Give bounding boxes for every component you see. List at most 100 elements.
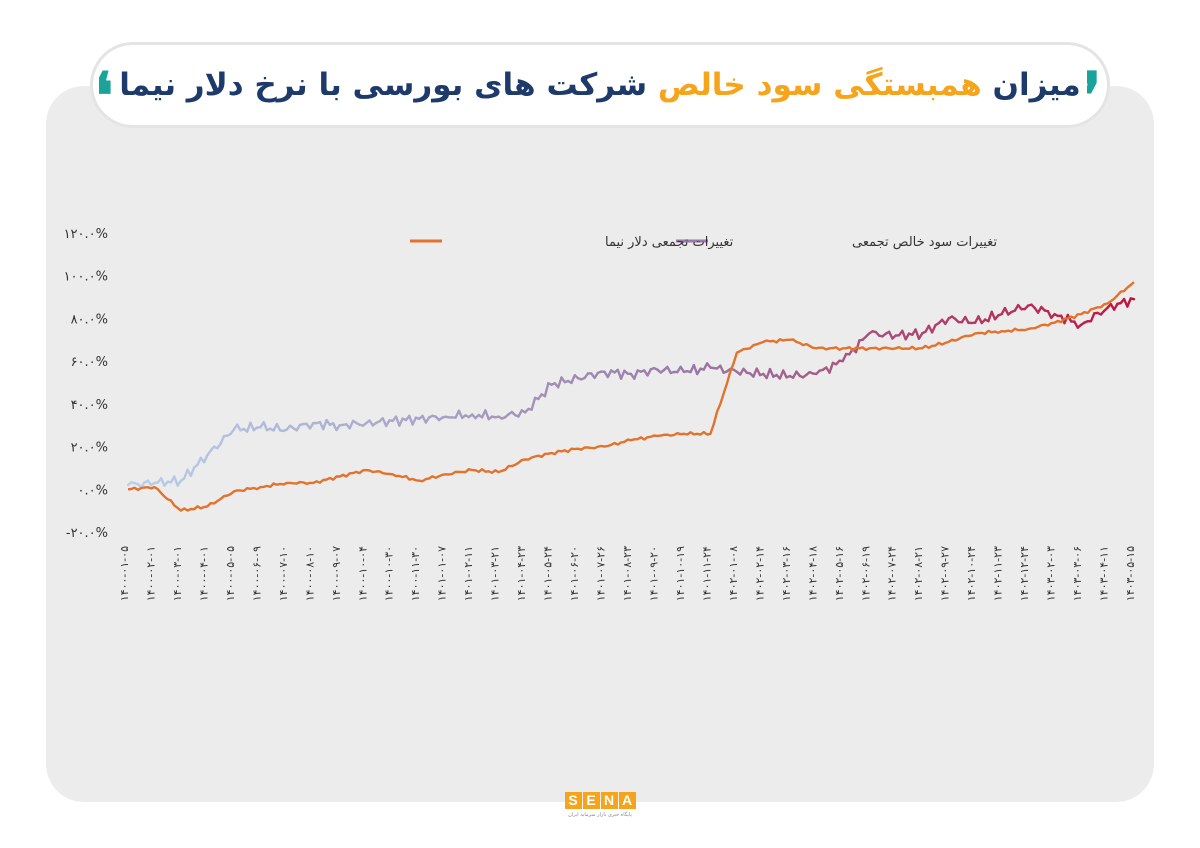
- profit-line-segment: [398, 417, 404, 427]
- x-tick-label: ۱۴۰۰-۰۵-۰۵: [224, 546, 237, 601]
- profit-line-segment: [930, 324, 937, 334]
- title-part-1: میزان: [992, 67, 1082, 103]
- legend-label-net-profit: تغییرات سود خالص تجمعی: [852, 235, 997, 250]
- profit-line-segment: [189, 466, 196, 477]
- x-tick-label: ۱۴۰۲-۱۱-۲۳: [992, 546, 1005, 601]
- title-highlight: همبستگی سود خالص: [657, 67, 982, 103]
- profit-line-segment: [411, 416, 418, 426]
- quote-open-icon: ❞: [1087, 65, 1101, 105]
- profit-line-segment: [262, 421, 269, 432]
- y-tick-label: ۸۰.۰%: [71, 312, 108, 327]
- x-tick-label: ۱۴۰۲-۰۶-۱۹: [859, 546, 872, 601]
- profit-line-segment: [570, 374, 576, 385]
- title-banner: ❞ میزان همبستگی سود خالص شرکت های بورسی …: [90, 42, 1110, 128]
- profit-line-segment: [1089, 312, 1096, 323]
- x-tick-label: ۱۴۰۰-۱۰-۳۰: [383, 546, 396, 601]
- logo-letter: S: [564, 792, 582, 809]
- x-tick-label: ۱۴۰۱-۰۶-۲۰: [568, 546, 581, 601]
- x-tick-label: ۱۴۰۳-۰۴-۱۱: [1098, 546, 1111, 601]
- x-tick-label: ۱۴۰۲-۰۵-۱۶: [833, 546, 846, 601]
- logo-letter: A: [618, 792, 636, 809]
- x-tick-label: ۱۴۰۱-۰۹-۲۰: [647, 546, 660, 601]
- x-tick-label: ۱۴۰۰-۰۲-۰۱: [144, 546, 157, 601]
- series-nima-dollar: [127, 281, 1135, 512]
- x-tick-label: ۱۴۰۰-۱۱-۳۰: [409, 546, 422, 601]
- profit-line-segment: [484, 409, 490, 421]
- profit-line-segment: [1126, 297, 1132, 308]
- logo-subtitle: پایگاه خبری بازار سرمایه ایران: [568, 812, 632, 818]
- x-tick-label: ۱۴۰۱-۱۱-۲۴: [700, 546, 713, 601]
- profit-line-segment: [173, 475, 179, 487]
- x-tick-label: ۱۴۰۰-۰۹-۰۷: [330, 546, 343, 601]
- x-tick-label: ۱۴۰۲-۰۱-۰۸: [727, 546, 740, 601]
- logo-letter: N: [600, 792, 618, 809]
- x-tick-label: ۱۴۰۱-۱۰-۱۹: [674, 546, 687, 601]
- y-tick-label: ۴۰.۰%: [71, 398, 108, 413]
- profit-line-segment: [719, 364, 725, 374]
- profit-line-segment: [755, 367, 762, 377]
- y-tick-label: ۲۰.۰%: [71, 441, 108, 456]
- logo-letter: E: [582, 792, 600, 809]
- profit-line-segment: [914, 328, 921, 340]
- x-tick-label: ۱۴۰۰-۰۸-۱۰: [303, 546, 316, 601]
- x-tick-label: ۱۴۰۱-۰۸-۲۳: [621, 546, 634, 601]
- profit-line-segment: [543, 382, 550, 398]
- title-part-3: شرکت های بورسی با نرخ دلار نیما: [119, 67, 648, 103]
- x-tick-label: ۱۴۰۳-۰۳-۰۶: [1071, 546, 1084, 601]
- profit-line-segment: [692, 363, 699, 376]
- x-tick-label: ۱۴۰۲-۰۴-۱۸: [806, 546, 819, 601]
- x-tick-label: ۱۴۰۰-۰۷-۱۰: [277, 546, 290, 601]
- profit-line-segment: [219, 434, 226, 445]
- profit-line-segment: [768, 367, 775, 378]
- profit-line-segment: [619, 369, 626, 380]
- profit-line-segment: [159, 477, 166, 487]
- profit-line-segment: [841, 352, 848, 363]
- x-tick-label: ۱۴۰۱-۰۲-۱۱: [462, 546, 475, 601]
- profit-line-segment: [782, 369, 788, 379]
- x-tick-label: ۱۴۰۲-۰۸-۲۱: [912, 546, 925, 601]
- y-tick-label: ۰.۰%: [78, 483, 108, 498]
- x-axis: ۱۴۰۰-۰۱-۰۵ ۱۴۰۰-۰۲-۰۱ ۱۴۰۰-۰۳-۰۱ ۱۴۰۰-۰۴-۰۱…: [118, 546, 1137, 601]
- x-tick-label: ۱۴۰۲-۰۳-۱۶: [780, 546, 793, 601]
- y-tick-label: -۲۰.۰%: [66, 526, 108, 541]
- y-axis: -۲۰.۰% ۰.۰% ۲۰.۰% ۴۰.۰% ۶۰.۰% ۸۰.۰% ۱۰۰.۰% ۱۲۰.…: [64, 227, 108, 541]
- legend: تغییرات سود خالص تجمعی تغییرات تجمعی دلا…: [410, 235, 997, 250]
- profit-line-segment: [457, 409, 464, 420]
- profit-line-segment: [530, 396, 537, 411]
- profit-line-segment: [202, 453, 209, 464]
- profit-line-segment: [249, 421, 255, 432]
- x-tick-label: ۱۴۰۳-۰۵-۱۵: [1124, 546, 1137, 601]
- x-tick-label: ۱۴۰۱-۰۳-۲۱: [489, 546, 502, 601]
- profit-line-segment: [854, 339, 861, 354]
- profit-line-segment: [556, 376, 563, 389]
- profit-line-segment: [322, 418, 328, 431]
- x-tick-label: ۱۴۰۰-۰۴-۰۱: [197, 546, 210, 601]
- x-tick-label: ۱۴۰۲-۱۲-۲۴: [1018, 546, 1031, 601]
- series-net-profit: [126, 297, 1136, 489]
- x-tick-label: ۱۴۰۰-۰۶-۰۹: [250, 546, 263, 601]
- chart-panel: [46, 86, 1154, 802]
- x-tick-label: ۱۴۰۲-۰۹-۲۷: [939, 546, 952, 601]
- profit-line-segment: [828, 361, 835, 374]
- dollar-line: [127, 281, 1135, 512]
- x-tick-label: ۱۴۰۱-۰۴-۲۳: [515, 546, 528, 601]
- x-tick-label: ۱۴۰۱-۰۱-۰۷: [436, 546, 449, 601]
- x-tick-label: ۱۴۰۰-۰۱-۰۵: [118, 546, 131, 601]
- y-tick-label: ۱۲۰.۰%: [64, 227, 108, 242]
- profit-line-segment: [633, 369, 639, 380]
- x-tick-label: ۱۴۰۲-۱۰-۲۴: [965, 546, 978, 601]
- x-tick-label: ۱۴۰۰-۰۳-۰۱: [171, 546, 184, 601]
- legend-label-nima-dollar: تغییرات تجمعی دلار نیما: [605, 235, 734, 250]
- profit-line-segment: [348, 419, 355, 430]
- y-tick-label: ۱۰۰.۰%: [64, 270, 108, 285]
- x-tick-label: ۱۴۰۱-۰۵-۲۴: [542, 546, 555, 601]
- page-title: میزان همبستگی سود خالص شرکت های بورسی با…: [119, 67, 1082, 103]
- x-tick-label: ۱۴۰۲-۰۷-۲۴: [886, 546, 899, 601]
- x-tick-label: ۱۴۰۰-۱۰-۰۴: [356, 546, 369, 601]
- profit-line-segment: [606, 369, 613, 379]
- profit-line-segment: [1129, 297, 1136, 301]
- y-tick-label: ۶۰.۰%: [71, 355, 108, 370]
- profit-line-segment: [990, 310, 997, 321]
